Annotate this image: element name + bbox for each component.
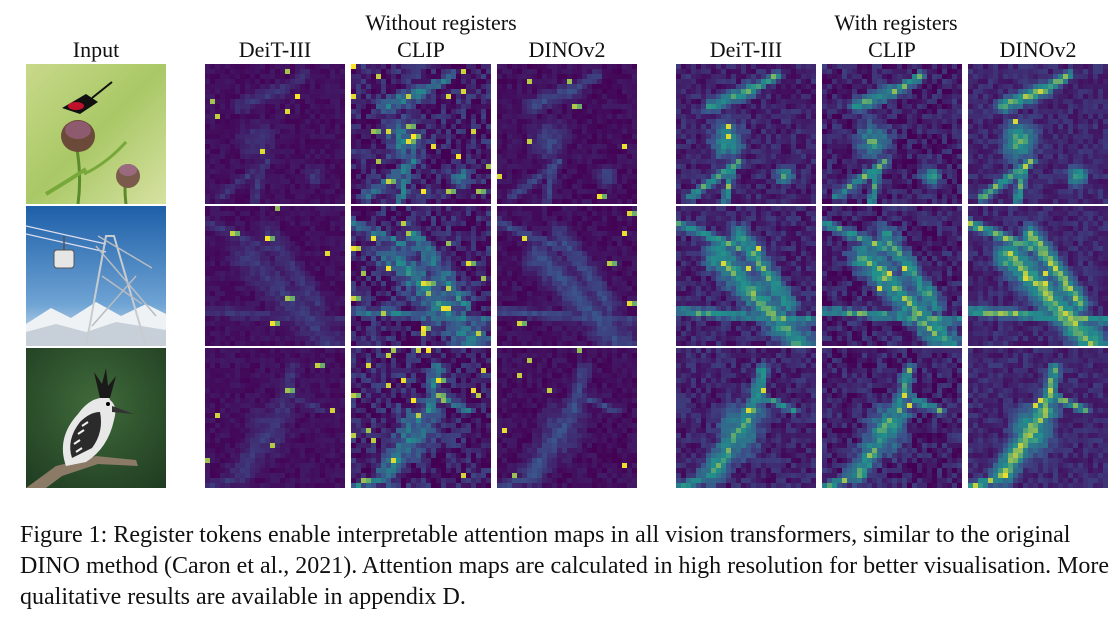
attention-map-cable-car-deit-with <box>676 206 816 346</box>
input-photo-insect <box>26 64 166 204</box>
column-label-clip-with: CLIP <box>868 37 916 62</box>
attention-map-insect-dinov2-with <box>968 64 1108 204</box>
input-photo-cable-car <box>26 206 166 346</box>
caption-text-start: Figure 1: Register tokens enable interpr… <box>20 522 1071 579</box>
caption-text-mid: et al., <box>230 553 296 579</box>
attention-map-kingfisher-dinov2-without <box>497 348 637 488</box>
column-label-dinov2-without: DINOv2 <box>528 37 606 62</box>
attention-map-kingfisher-deit-without <box>205 348 345 488</box>
column-label-clip-without: CLIP <box>397 37 445 62</box>
caption-text-end: ). Attention maps are calculated in high… <box>20 553 1110 610</box>
column-label-deit-without: DeiT-III <box>238 37 312 62</box>
attention-map-insect-clip-without <box>351 64 491 204</box>
attention-map-insect-deit-without <box>205 64 345 204</box>
attention-map-kingfisher-clip-with <box>822 348 962 488</box>
citation-link-author[interactable]: Caron <box>171 553 231 579</box>
column-label-deit-with: DeiT-III <box>709 37 783 62</box>
attention-map-insect-deit-with <box>676 64 816 204</box>
figure-caption: Figure 1: Register tokens enable interpr… <box>20 520 1110 613</box>
input-photo-kingfisher <box>26 348 166 488</box>
attention-map-cable-car-clip-without <box>351 206 491 346</box>
attention-map-insect-dinov2-without <box>497 64 637 204</box>
group-title-with-registers: With registers <box>834 10 958 35</box>
attention-map-kingfisher-dinov2-with <box>968 348 1108 488</box>
attention-map-kingfisher-clip-without <box>351 348 491 488</box>
group-title-without-registers: Without registers <box>365 10 517 35</box>
column-label-dinov2-with: DINOv2 <box>999 37 1077 62</box>
attention-map-cable-car-dinov2-with <box>968 206 1108 346</box>
column-label-input: Input <box>72 37 120 62</box>
attention-map-cable-car-dinov2-without <box>497 206 637 346</box>
attention-map-cable-car-deit-without <box>205 206 345 346</box>
citation-link-year[interactable]: 2021 <box>295 553 344 579</box>
attention-map-insect-clip-with <box>822 64 962 204</box>
attention-map-kingfisher-deit-with <box>676 348 816 488</box>
attention-map-cable-car-clip-with <box>822 206 962 346</box>
